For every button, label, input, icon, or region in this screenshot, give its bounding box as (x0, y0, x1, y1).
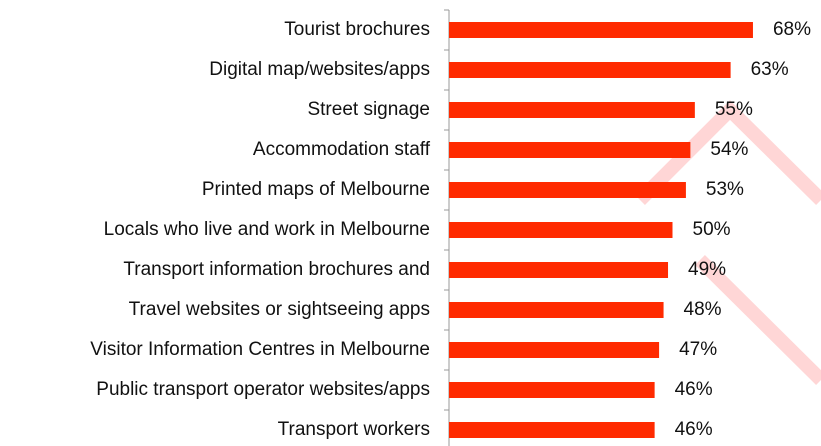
category-label: Digital map/websites/apps (209, 59, 430, 80)
value-label: 55% (715, 99, 753, 120)
category-label: Locals who live and work in Melbourne (104, 219, 430, 240)
bar (449, 102, 695, 118)
category-label: Visitor Information Centres in Melbourne (90, 339, 430, 360)
category-label: Street signage (307, 99, 430, 120)
category-label: Transport information brochures and (123, 259, 430, 280)
value-label: 54% (710, 139, 748, 160)
category-label: Transport workers (278, 419, 430, 440)
watermark (635, 100, 821, 385)
bar (449, 142, 691, 158)
value-label: 46% (675, 419, 713, 440)
bar (449, 22, 753, 38)
value-label: 63% (751, 59, 789, 80)
value-label: 46% (675, 379, 713, 400)
category-label: Travel websites or sightseeing apps (129, 299, 430, 320)
bar (449, 182, 686, 198)
value-label: 50% (693, 219, 731, 240)
value-label: 68% (773, 19, 811, 40)
value-label: 47% (679, 339, 717, 360)
bar (449, 342, 660, 358)
value-label: 48% (684, 299, 722, 320)
bar (449, 62, 731, 78)
bar (449, 382, 655, 398)
category-label: Printed maps of Melbourne (202, 179, 430, 200)
category-label: Tourist brochures (284, 19, 430, 40)
category-label: Public transport operator websites/apps (96, 379, 430, 400)
bar (449, 222, 673, 238)
value-label: 53% (706, 179, 744, 200)
bar (449, 422, 655, 438)
value-label: 49% (688, 259, 726, 280)
bar (449, 302, 664, 318)
bar (449, 262, 669, 278)
category-label: Accommodation staff (253, 139, 431, 160)
